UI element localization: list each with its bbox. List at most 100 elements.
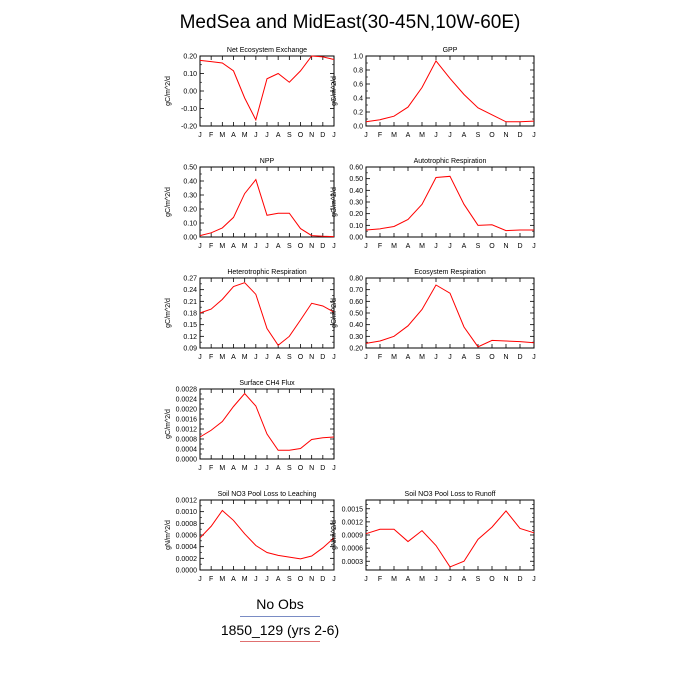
y-tick-label: 0.09	[183, 346, 197, 353]
y-axis-label: gC/m^2/d	[165, 76, 172, 106]
x-tick-label: O	[298, 132, 304, 139]
x-tick-label: F	[209, 465, 213, 472]
y-tick-label: 0.24	[183, 287, 197, 294]
plot-frame	[199, 499, 335, 571]
y-tick-label: 0.00	[183, 235, 197, 242]
y-tick-label: 0.40	[349, 188, 363, 195]
y-tick-label: 0.0012	[342, 519, 364, 526]
y-tick-label: 0.0004	[176, 544, 198, 551]
chart-panel: Soil NO3 Pool Loss to Runoff gN/m^2/d J F M A…	[331, 491, 536, 583]
series-line	[365, 510, 535, 568]
chart-panel: Autotrophic Respiration gC/m^2/d J F M A M J J A S…	[331, 158, 536, 250]
x-tick-label: J	[532, 243, 536, 250]
y-tick-label: 0.0006	[342, 546, 364, 553]
y-tick-label: 0.30	[349, 200, 363, 207]
chart-title: Soil NO3 Pool Loss to Runoff	[405, 491, 496, 498]
y-tick-label: 0.30	[183, 193, 197, 200]
x-tick-label: D	[320, 243, 325, 250]
legend-obs-line	[240, 616, 320, 617]
chart-title: GPP	[443, 47, 458, 54]
x-tick-label: M	[219, 243, 225, 250]
y-axis-label: gC/m^2/d	[331, 76, 338, 106]
x-tick-label: J	[332, 132, 336, 139]
y-tick-label: 0.0010	[176, 509, 198, 516]
x-tick-label: J	[434, 132, 438, 139]
x-tick-label: A	[276, 465, 281, 472]
x-tick-label: A	[276, 576, 281, 583]
y-tick-label: 0.0008	[176, 521, 198, 528]
y-tick-label: 0.0	[353, 124, 363, 131]
x-tick-label: J	[198, 243, 202, 250]
x-tick-label: M	[242, 132, 248, 139]
x-tick-label: O	[489, 132, 495, 139]
x-tick-label: M	[391, 354, 397, 361]
x-tick-label: M	[219, 576, 225, 583]
x-tick-label: J	[448, 243, 452, 250]
x-tick-label: S	[287, 576, 292, 583]
x-tick-label: M	[242, 354, 248, 361]
y-tick-label: -0.10	[181, 106, 197, 113]
x-tick-label: J	[198, 132, 202, 139]
y-axis-label: gC/m^2/d	[165, 187, 172, 217]
y-tick-label: 0.27	[183, 276, 197, 283]
x-tick-label: J	[364, 243, 368, 250]
x-tick-label: J	[265, 576, 269, 583]
x-tick-label: J	[198, 576, 202, 583]
chart-title: Net Ecosystem Exchange	[227, 47, 307, 54]
plot-frame	[199, 166, 335, 238]
x-tick-label: A	[231, 465, 236, 472]
y-tick-label: 0.40	[183, 179, 197, 186]
series-line	[199, 509, 335, 560]
x-tick-label: N	[309, 243, 314, 250]
x-tick-label: S	[476, 243, 481, 250]
plot-frame	[365, 55, 535, 127]
y-tick-label: 0.0020	[176, 407, 198, 414]
x-tick-label: J	[448, 132, 452, 139]
y-tick-label: 0.6	[353, 82, 363, 89]
y-tick-label: 0.0015	[342, 506, 364, 513]
series-line	[365, 59, 535, 123]
y-tick-label: 0.10	[183, 71, 197, 78]
y-axis-label: gC/m^2/d	[331, 298, 338, 328]
x-tick-label: M	[419, 243, 425, 250]
x-tick-label: S	[476, 576, 481, 583]
x-tick-label: J	[332, 576, 336, 583]
x-tick-label: F	[378, 354, 382, 361]
x-tick-label: A	[231, 354, 236, 361]
x-tick-label: A	[406, 576, 411, 583]
plot-frame	[199, 55, 335, 127]
x-tick-label: J	[254, 354, 258, 361]
x-tick-label: J	[332, 354, 336, 361]
y-axis-label: gN/m^2/d	[165, 520, 172, 550]
x-tick-label: N	[503, 243, 508, 250]
x-tick-label: N	[503, 354, 508, 361]
x-tick-label: J	[364, 354, 368, 361]
x-tick-label: A	[462, 243, 467, 250]
y-tick-label: 0.00	[349, 235, 363, 242]
x-tick-label: M	[391, 576, 397, 583]
x-tick-label: O	[489, 243, 495, 250]
x-tick-label: A	[231, 576, 236, 583]
x-tick-label: J	[332, 243, 336, 250]
y-tick-label: 0.70	[349, 287, 363, 294]
y-tick-label: 0.0028	[176, 387, 198, 394]
x-tick-label: J	[254, 576, 258, 583]
x-tick-label: O	[298, 243, 304, 250]
series-line	[365, 284, 535, 348]
x-tick-label: A	[276, 243, 281, 250]
series-line	[199, 55, 335, 122]
y-tick-label: 0.0000	[176, 568, 198, 575]
x-tick-label: M	[242, 243, 248, 250]
y-tick-label: 0.0002	[176, 556, 198, 563]
y-tick-label: 0.0012	[176, 427, 198, 434]
series-line	[199, 178, 335, 238]
x-tick-label: A	[276, 132, 281, 139]
y-tick-label: 0.0012	[176, 498, 198, 505]
x-tick-label: M	[391, 243, 397, 250]
x-tick-label: M	[419, 132, 425, 139]
x-tick-label: J	[198, 354, 202, 361]
x-tick-label: O	[298, 354, 304, 361]
